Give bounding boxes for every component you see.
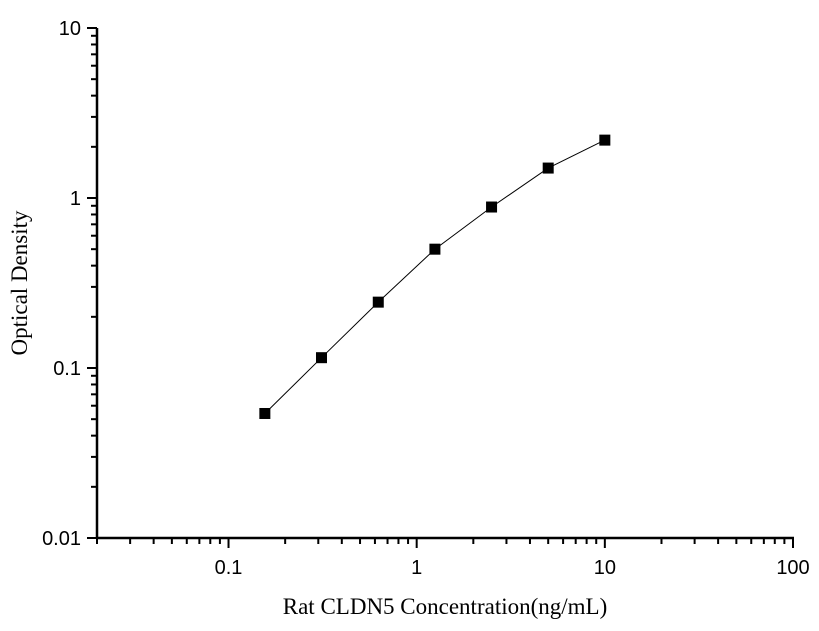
y-axis-title: Optical Density	[7, 210, 32, 355]
axes	[95, 28, 794, 540]
data-point	[315, 352, 327, 364]
x-tick-label: 0.1	[215, 557, 243, 579]
data-point	[599, 134, 611, 146]
data-point	[429, 243, 441, 255]
data-point	[486, 201, 498, 213]
data-point	[372, 296, 384, 308]
x-tick-label: 10	[594, 557, 616, 579]
y-tick-label: 0.1	[53, 358, 81, 380]
x-axis-title: Rat CLDN5 Concentration(ng/mL)	[283, 594, 608, 619]
y-tick-label: 0.01	[42, 528, 81, 550]
plot-area	[259, 134, 611, 419]
ticks	[87, 27, 794, 548]
data-point	[542, 162, 554, 174]
x-tick-label: 100	[776, 557, 809, 579]
y-tick-label: 1	[70, 188, 81, 210]
data-point	[259, 407, 271, 419]
series-line	[264, 139, 606, 414]
tick-labels: 0.1 1 10 100 0.01 0.1 1 10	[42, 18, 810, 579]
y-tick-label: 10	[59, 18, 81, 40]
x-tick-label: 1	[411, 557, 422, 579]
